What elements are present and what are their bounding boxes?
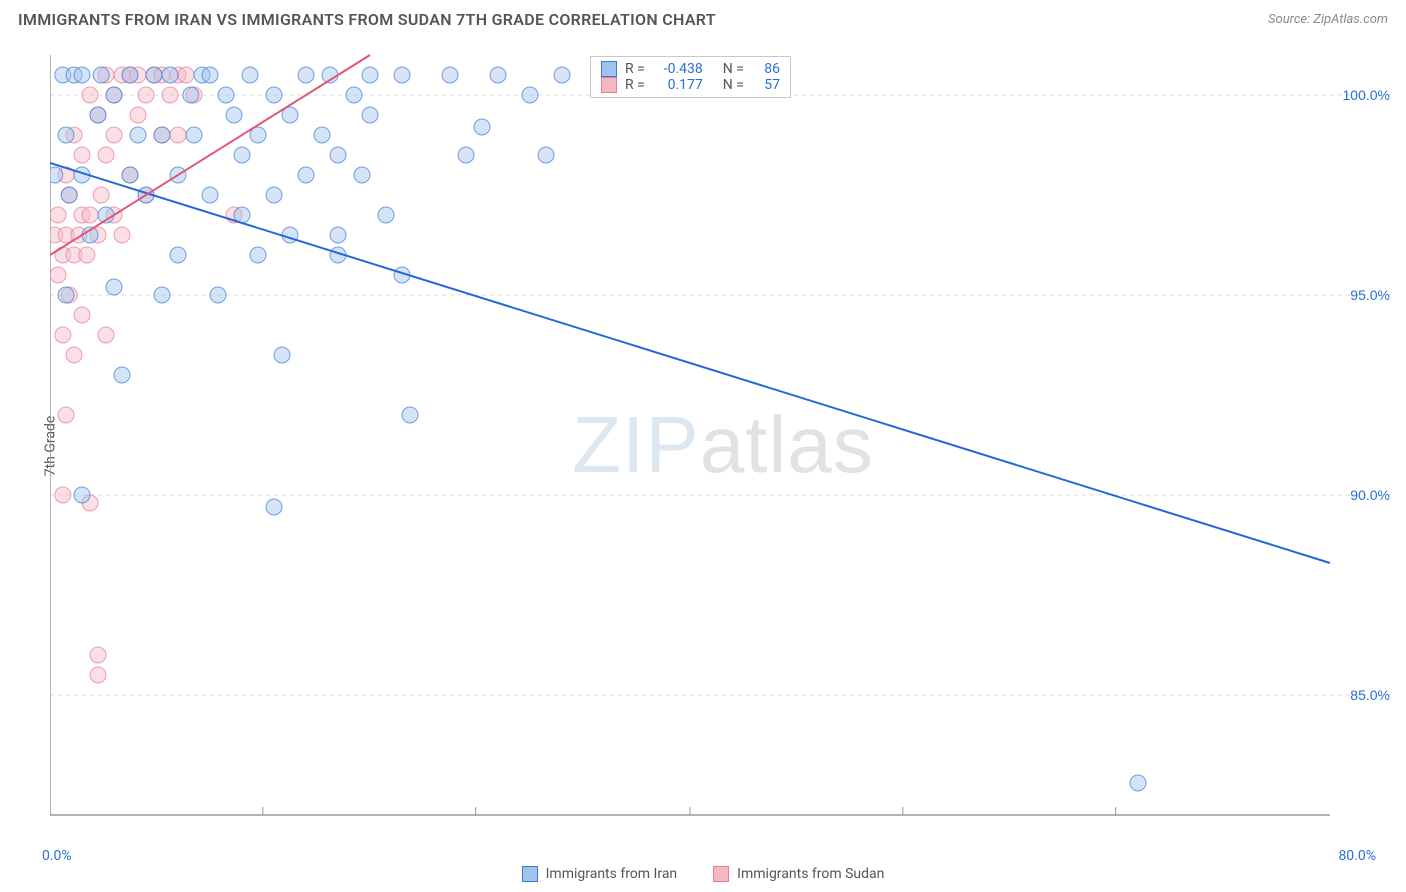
legend-swatch-iran	[522, 866, 538, 882]
correlation-stats-box: R = -0.438 N = 86 R = 0.177 N = 57	[590, 56, 791, 98]
scatter-plot: 85.0% 90.0% 95.0% 100.0%	[50, 48, 1396, 842]
chart-area: 85.0%90.0%95.0%100.0% ZIPatlas R =-0.438…	[50, 48, 1396, 842]
legend-item-sudan: Immigrants from Sudan	[713, 866, 884, 882]
stats-row: R = 0.177 N = 57	[601, 77, 780, 93]
chart-header: IMMIGRANTS FROM IRAN VS IMMIGRANTS FROM …	[0, 0, 1406, 35]
svg-text:95.0%: 95.0%	[1350, 287, 1390, 303]
legend: Immigrants from Iran Immigrants from Sud…	[0, 866, 1406, 882]
stats-r-label: R =	[625, 77, 645, 93]
legend-label-iran: Immigrants from Iran	[546, 866, 678, 882]
stats-swatch	[601, 61, 617, 77]
svg-text:85.0%: 85.0%	[1350, 687, 1390, 703]
stats-r-value: 0.177	[653, 77, 703, 93]
stats-swatch	[601, 77, 617, 93]
x-axis-max-label: 80.0%	[1338, 848, 1376, 864]
chart-title: IMMIGRANTS FROM IRAN VS IMMIGRANTS FROM …	[18, 10, 716, 29]
legend-swatch-sudan	[713, 866, 729, 882]
stats-n-label: N =	[723, 61, 744, 77]
source-attribution: Source: ZipAtlas.com	[1268, 12, 1388, 27]
stats-n-value: 57	[752, 77, 780, 93]
svg-text:100.0%: 100.0%	[1343, 87, 1390, 103]
x-axis-min-label: 0.0%	[42, 848, 72, 864]
legend-item-iran: Immigrants from Iran	[522, 866, 678, 882]
stats-row: R = -0.438 N = 86	[601, 61, 780, 77]
stats-n-value: 86	[752, 61, 780, 77]
stats-r-label: R =	[625, 61, 645, 77]
stats-r-value: -0.438	[653, 61, 703, 77]
legend-label-sudan: Immigrants from Sudan	[737, 866, 884, 882]
svg-text:90.0%: 90.0%	[1350, 487, 1390, 503]
stats-n-label: N =	[723, 77, 744, 93]
